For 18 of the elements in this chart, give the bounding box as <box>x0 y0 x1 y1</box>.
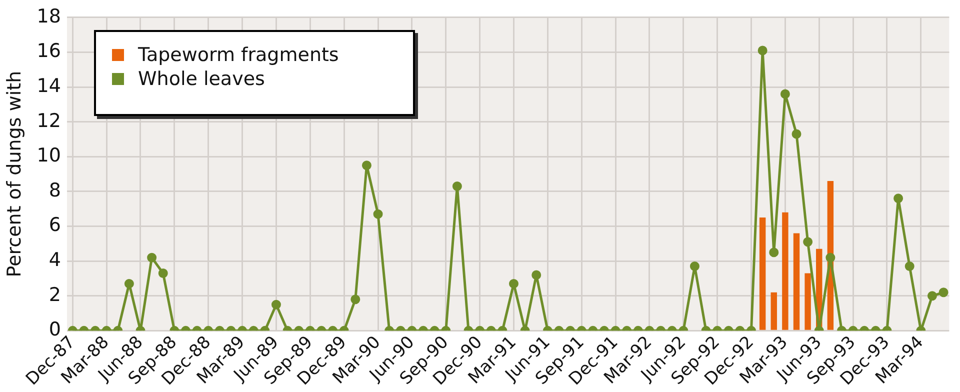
bar <box>770 292 777 330</box>
bar <box>782 212 788 330</box>
y-axis-title: Percent of dungs with <box>3 70 26 278</box>
y-tick-label: 2 <box>48 284 61 306</box>
y-tick-label: 18 <box>36 5 61 28</box>
legend-label: Whole leaves <box>138 68 265 90</box>
y-tick-label: 8 <box>48 179 61 202</box>
y-tick-label: 10 <box>36 144 61 167</box>
bar <box>804 273 811 330</box>
y-tick-label: 6 <box>48 214 61 236</box>
y-tick-label: 0 <box>48 318 61 341</box>
bar <box>759 218 766 330</box>
y-tick-label: 12 <box>36 110 61 132</box>
y-tick-label: 4 <box>48 249 61 271</box>
y-tick-label: 16 <box>36 40 61 62</box>
y-tick-label: 14 <box>36 74 61 97</box>
legend-label: Tapeworm fragments <box>138 44 339 66</box>
bar <box>793 233 800 330</box>
